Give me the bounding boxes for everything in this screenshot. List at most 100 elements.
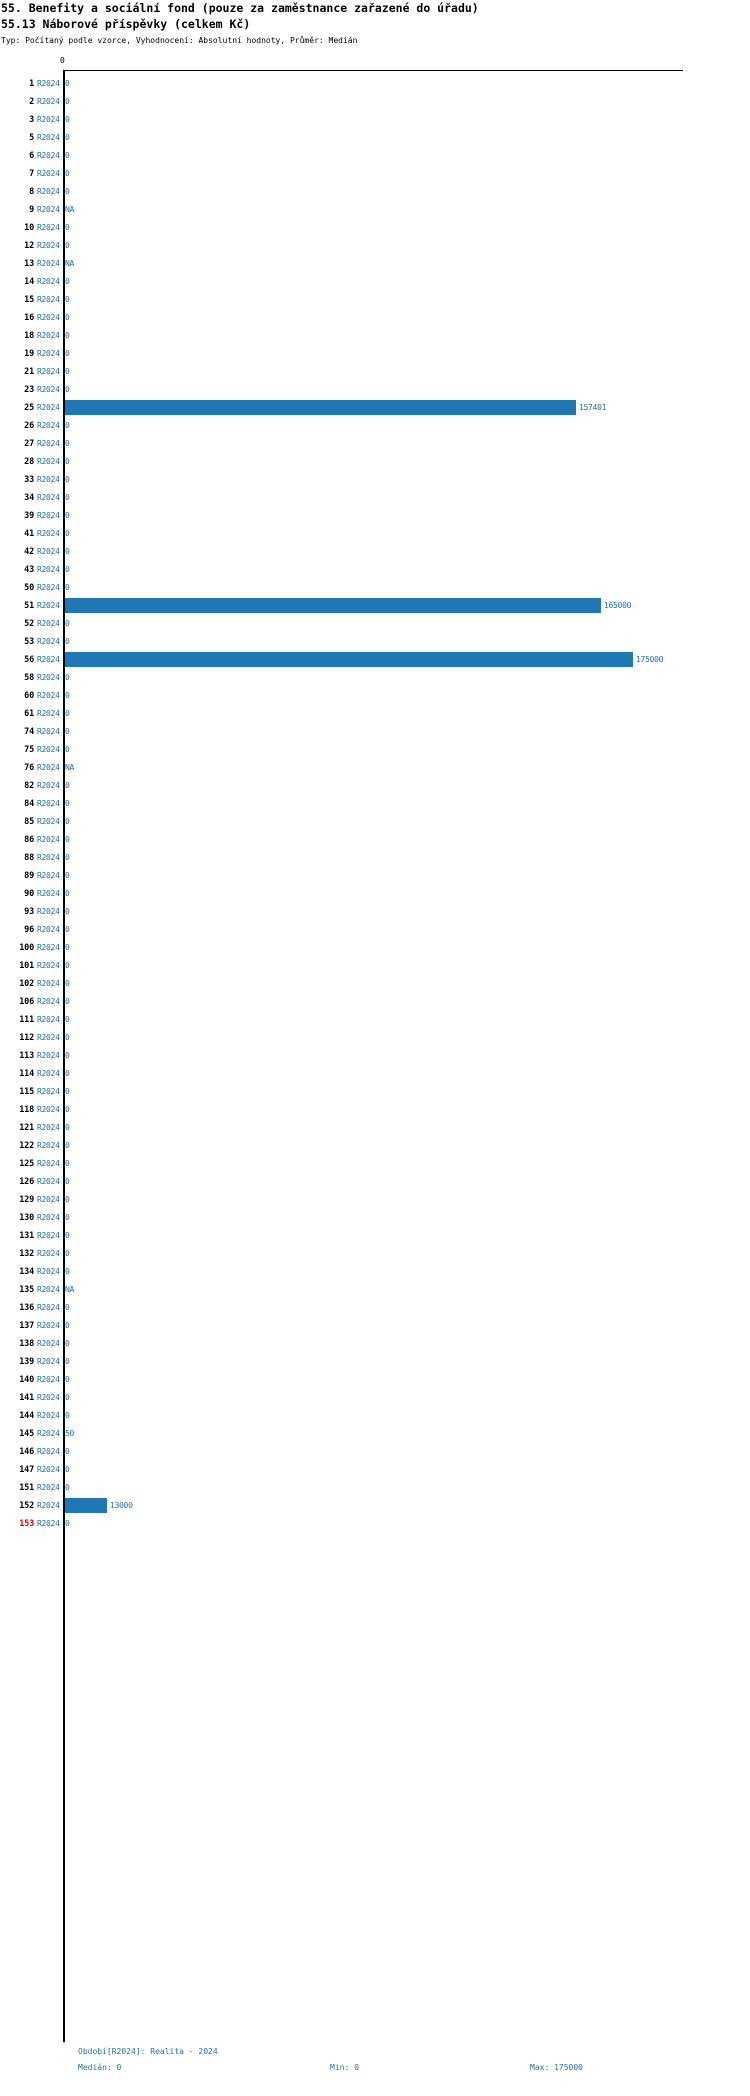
chart-row: 75 R2024 0 bbox=[0, 741, 750, 759]
bar-value-label: 0 bbox=[65, 1141, 70, 1150]
row-period-label: R2024 bbox=[37, 457, 60, 466]
row-number-label: 53 bbox=[24, 637, 34, 647]
chart-row: 2 R2024 0 bbox=[0, 93, 750, 111]
row-number-label: 153 bbox=[19, 1519, 34, 1529]
bar-value-label: 0 bbox=[65, 889, 70, 898]
row-period-label: R2024 bbox=[37, 763, 60, 772]
row-period-label: R2024 bbox=[37, 223, 60, 232]
row-period-label: R2024 bbox=[37, 259, 60, 268]
chart-row: 15 R2024 0 bbox=[0, 291, 750, 309]
chart-row: 89 R2024 0 bbox=[0, 867, 750, 885]
chart-row: 8 R2024 0 bbox=[0, 183, 750, 201]
chart-row: 132 R2024 0 bbox=[0, 1245, 750, 1263]
row-period-label: R2024 bbox=[37, 727, 60, 736]
row-number-label: 75 bbox=[24, 745, 34, 755]
chart-row: 140 R2024 0 bbox=[0, 1371, 750, 1389]
bar-value-label: 0 bbox=[65, 1321, 70, 1330]
row-period-label: R2024 bbox=[37, 709, 60, 718]
chart-row: 3 R2024 0 bbox=[0, 111, 750, 129]
row-number-label: 86 bbox=[24, 835, 34, 845]
bar-value-label: 0 bbox=[65, 925, 70, 934]
bar-value-label: 0 bbox=[65, 1465, 70, 1474]
chart-row: 18 R2024 0 bbox=[0, 327, 750, 345]
row-number-label: 21 bbox=[24, 367, 34, 377]
row-period-label: R2024 bbox=[37, 1483, 60, 1492]
row-period-label: R2024 bbox=[37, 1123, 60, 1132]
bar-value-label: 0 bbox=[65, 979, 70, 988]
row-period-label: R2024 bbox=[37, 1303, 60, 1312]
chart-row: 100 R2024 0 bbox=[0, 939, 750, 957]
chart-row: 25 R2024 157401 bbox=[0, 399, 750, 417]
row-number-label: 89 bbox=[24, 871, 34, 881]
chart-row: 136 R2024 0 bbox=[0, 1299, 750, 1317]
row-number-label: 76 bbox=[24, 763, 34, 773]
row-number-label: 102 bbox=[19, 979, 34, 989]
bar-value-label: 175000 bbox=[636, 655, 664, 664]
chart-header: 55. Benefity a sociální fond (pouze za z… bbox=[0, 0, 750, 46]
bar-value-label: 0 bbox=[65, 547, 70, 556]
bar-value-label: 0 bbox=[65, 799, 70, 808]
bar-value-label: 0 bbox=[65, 1411, 70, 1420]
row-period-label: R2024 bbox=[37, 205, 60, 214]
row-period-label: R2024 bbox=[37, 1249, 60, 1258]
row-period-label: R2024 bbox=[37, 1177, 60, 1186]
row-period-label: R2024 bbox=[37, 277, 60, 286]
chart-row: 9 R2024 NA bbox=[0, 201, 750, 219]
row-number-label: 125 bbox=[19, 1159, 34, 1169]
row-number-label: 93 bbox=[24, 907, 34, 917]
row-number-label: 52 bbox=[24, 619, 34, 629]
row-number-label: 141 bbox=[19, 1393, 34, 1403]
chart-row: 113 R2024 0 bbox=[0, 1047, 750, 1065]
row-period-label: R2024 bbox=[37, 799, 60, 808]
row-period-label: R2024 bbox=[37, 439, 60, 448]
row-number-label: 106 bbox=[19, 997, 34, 1007]
row-period-label: R2024 bbox=[37, 475, 60, 484]
chart-row: 152 R2024 13000 bbox=[0, 1497, 750, 1515]
row-number-label: 61 bbox=[24, 709, 34, 719]
row-period-label: R2024 bbox=[37, 583, 60, 592]
bar-value-label: 0 bbox=[65, 1069, 70, 1078]
row-period-label: R2024 bbox=[37, 1411, 60, 1420]
row-period-label: R2024 bbox=[37, 1357, 60, 1366]
row-number-label: 23 bbox=[24, 385, 34, 395]
stat-min: Min: 0 bbox=[330, 2063, 359, 2072]
footer-stats: Medián: 0 Min: 0 Max: 175000 bbox=[0, 2062, 750, 2074]
row-number-label: 122 bbox=[19, 1141, 34, 1151]
bar-value-label: 0 bbox=[65, 673, 70, 682]
chart-row: 14 R2024 0 bbox=[0, 273, 750, 291]
bar-value-label: 0 bbox=[65, 1519, 70, 1528]
row-period-label: R2024 bbox=[37, 421, 60, 430]
row-number-label: 15 bbox=[24, 295, 34, 305]
row-number-label: 144 bbox=[19, 1411, 34, 1421]
chart-row: 129 R2024 0 bbox=[0, 1191, 750, 1209]
row-number-label: 147 bbox=[19, 1465, 34, 1475]
row-number-label: 152 bbox=[19, 1501, 34, 1511]
row-period-label: R2024 bbox=[37, 907, 60, 916]
bar-value-label: 0 bbox=[65, 97, 70, 106]
bar-value-label: 50 bbox=[65, 1429, 75, 1438]
row-number-label: 140 bbox=[19, 1375, 34, 1385]
bar-value-label: 0 bbox=[65, 1051, 70, 1060]
bar-value-label: 0 bbox=[65, 1231, 70, 1240]
row-period-label: R2024 bbox=[37, 961, 60, 970]
bar-value-label: 0 bbox=[65, 1339, 70, 1348]
row-number-label: 10 bbox=[24, 223, 34, 233]
row-period-label: R2024 bbox=[37, 601, 60, 610]
bar-value-label: 0 bbox=[65, 583, 70, 592]
row-period-label: R2024 bbox=[37, 115, 60, 124]
chart-row: 90 R2024 0 bbox=[0, 885, 750, 903]
row-number-label: 34 bbox=[24, 493, 34, 503]
bar-value-label: 0 bbox=[65, 1357, 70, 1366]
row-number-label: 96 bbox=[24, 925, 34, 935]
row-number-label: 5 bbox=[29, 133, 34, 143]
bar-value-label: NA bbox=[65, 1285, 75, 1294]
row-number-label: 56 bbox=[24, 655, 34, 665]
chart-row: 6 R2024 0 bbox=[0, 147, 750, 165]
row-number-label: 14 bbox=[24, 277, 34, 287]
row-number-label: 43 bbox=[24, 565, 34, 575]
bar-value-label: 0 bbox=[65, 1303, 70, 1312]
row-period-label: R2024 bbox=[37, 1465, 60, 1474]
row-period-label: R2024 bbox=[37, 1141, 60, 1150]
row-number-label: 50 bbox=[24, 583, 34, 593]
row-period-label: R2024 bbox=[37, 889, 60, 898]
